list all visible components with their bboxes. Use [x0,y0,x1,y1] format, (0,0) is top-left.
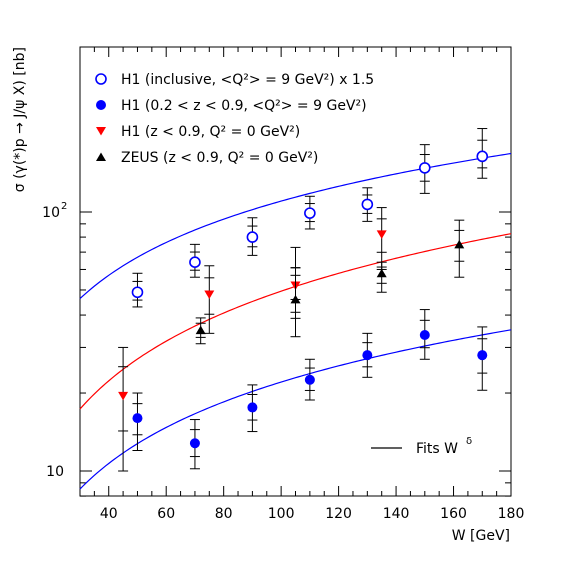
legend-entry: H1 (0.2 < z < 0.9, <Q²> = 9 GeV²) [96,98,367,114]
fits-legend-exponent: δ [466,436,472,447]
data-point [362,332,373,378]
x-tick-label: 180 [498,506,525,522]
triangle-up-marker [454,239,465,249]
data-point [476,128,489,179]
x-tick-label: 80 [215,506,233,522]
filled-circle-marker [96,100,106,110]
data-point [454,219,465,278]
open-circle-marker [189,256,201,268]
data-point [132,392,143,451]
data-point [247,384,258,433]
fit-curve [79,329,512,490]
data-point [418,144,431,194]
data-point [361,187,374,222]
y-tick-label: 10 [42,205,60,221]
legend: H1 (inclusive, <Q²> = 9 GeV²) x 1.5 H1 (0… [95,72,374,166]
data-point [477,326,488,391]
legend-label: H1 (inclusive, <Q²> = 9 GeV²) x 1.5 [121,72,374,88]
open-circle-marker [246,231,259,243]
legend-label: H1 (0.2 < z < 0.9, <Q²> = 9 GeV²) [121,98,367,114]
open-circle-marker [304,207,316,219]
filled-circle-marker [419,330,430,341]
open-circle-marker [418,162,431,174]
fits-legend-label: Fits W [416,441,458,457]
data-point [189,419,200,470]
x-tick-label: 160 [440,506,467,522]
y-tick-label-exponent: 2 [61,201,67,212]
legend-label: ZEUS (z < 0.9, Q² = 0 GeV²) [121,150,318,166]
triangle-up-marker [290,294,301,304]
data-point [419,309,430,360]
data-points [118,128,489,472]
filled-circle-marker [477,350,488,361]
data-point [131,272,144,308]
triangle-down-marker [118,391,129,401]
data-point [204,265,215,334]
legend-label: H1 (z < 0.9, Q² = 0 GeV²) [121,124,300,140]
triangle-down-marker [376,230,387,239]
fits-legend: Fits W δ [371,436,472,457]
x-tick-label: 140 [383,506,410,522]
x-tick-label: 120 [325,506,352,522]
triangle-up-marker [376,268,387,278]
filled-circle-marker [247,402,258,413]
y-axis-label: σ (γ(*)p → J/ψ X) [nb] [12,47,28,192]
data-point [118,346,129,472]
data-point [290,246,301,338]
axis-ticks [79,47,512,497]
open-circle-marker [95,73,107,85]
triangle-down-marker [96,127,106,136]
data-point [376,207,387,270]
filled-circle-marker [132,413,143,424]
fit-curve [79,152,512,300]
data-point [195,317,206,345]
open-circle-marker [361,198,374,211]
triangle-down-marker [204,290,215,300]
x-tick-label: 40 [100,506,118,522]
filled-circle-marker [189,438,200,449]
y-tick-label: 10 [46,464,64,480]
x-tick-label: 100 [268,506,295,522]
data-point [304,358,315,401]
filled-circle-marker [304,374,315,385]
data-point [246,217,259,256]
open-circle-marker [476,150,489,163]
x-axis-label: W [GeV] [452,528,510,544]
legend-entry: H1 (z < 0.9, Q² = 0 GeV²) [96,124,300,140]
legend-entry: H1 (inclusive, <Q²> = 9 GeV²) x 1.5 [95,72,374,88]
open-circle-marker [131,286,144,299]
data-point [304,195,316,230]
legend-entry: ZEUS (z < 0.9, Q² = 0 GeV²) [96,150,318,166]
data-point [376,261,387,293]
x-tick-label: 60 [157,506,175,522]
data-point [189,243,201,278]
triangle-up-marker [96,152,106,161]
triangle-up-marker [195,325,206,335]
filled-circle-marker [362,350,373,361]
